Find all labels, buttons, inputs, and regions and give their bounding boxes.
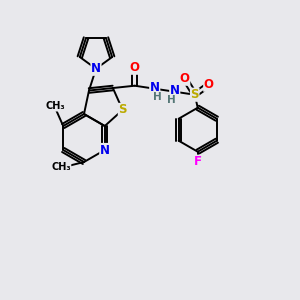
Text: H: H — [167, 95, 176, 105]
Text: CH₃: CH₃ — [51, 162, 71, 172]
Text: S: S — [118, 103, 127, 116]
Text: S: S — [190, 88, 199, 101]
Text: N: N — [170, 84, 180, 97]
Text: N: N — [150, 81, 160, 94]
Text: H: H — [153, 92, 162, 102]
Text: CH₃: CH₃ — [45, 101, 65, 111]
Text: F: F — [194, 155, 202, 168]
Text: N: N — [100, 143, 110, 157]
Text: O: O — [204, 78, 214, 91]
Text: N: N — [91, 62, 101, 75]
Text: O: O — [130, 61, 140, 74]
Text: O: O — [180, 72, 190, 85]
